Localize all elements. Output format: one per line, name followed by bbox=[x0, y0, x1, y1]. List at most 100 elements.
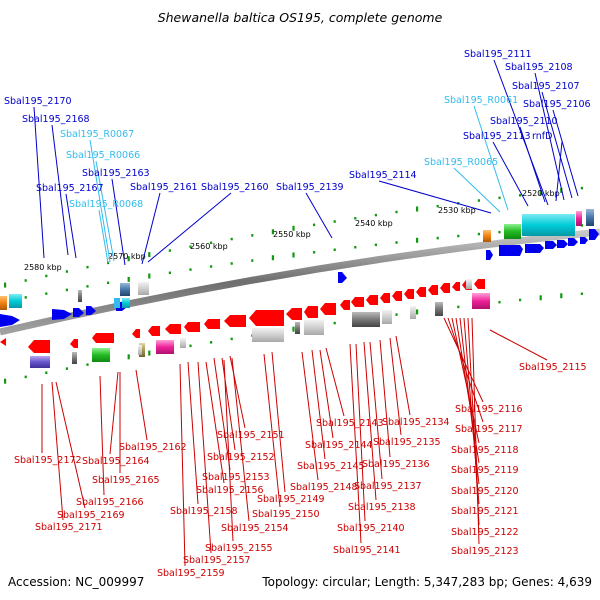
tick-mark bbox=[86, 285, 89, 288]
leader-line bbox=[213, 357, 231, 471]
gene-label-top: Sbal195_R0061 bbox=[444, 95, 518, 106]
gene-label-bottom: Sbal195_2172 bbox=[14, 455, 82, 466]
feature-box bbox=[410, 306, 416, 319]
gene-label-bottom: Sbal195_2169 bbox=[57, 510, 125, 521]
scale-label-2550: 2550 kbp bbox=[273, 230, 311, 239]
feature-box bbox=[252, 328, 284, 342]
feature-box bbox=[483, 230, 491, 242]
tick-mark bbox=[313, 223, 316, 227]
gene-label-bottom: Sbal195_2141 bbox=[333, 545, 401, 556]
tick-mark bbox=[127, 354, 130, 360]
tick-mark bbox=[127, 256, 130, 262]
leader-line bbox=[95, 160, 115, 262]
tick-mark bbox=[477, 199, 480, 202]
map-title: Shewanella baltica OS195, complete genom… bbox=[158, 10, 443, 25]
gene-label-bottom: Sbal195_2156 bbox=[196, 485, 264, 496]
feature-box bbox=[138, 282, 149, 295]
leader-line bbox=[141, 192, 161, 265]
leader-line bbox=[395, 335, 411, 416]
reverse-gene-arrow bbox=[0, 279, 485, 353]
tick-mark bbox=[107, 281, 110, 285]
leader-line bbox=[552, 109, 579, 197]
tick-mark bbox=[86, 265, 89, 269]
gene-label-top: Sbal195_2160 bbox=[201, 182, 269, 193]
feature-box bbox=[122, 298, 130, 308]
tick-mark bbox=[65, 367, 68, 370]
tick-mark bbox=[333, 248, 336, 251]
gene-label-bottom: Sbal195_2164 bbox=[82, 456, 150, 467]
feature-box bbox=[295, 322, 300, 334]
gene-label-bottom: Sbal195_2134 bbox=[382, 417, 450, 428]
leader-line bbox=[555, 141, 563, 202]
tick-mark bbox=[148, 350, 151, 356]
tick-mark bbox=[65, 288, 68, 292]
scale-label-2530: 2530 kbp bbox=[438, 206, 476, 215]
feature-box bbox=[382, 310, 392, 324]
gene-label-bottom: Sbal195_2121 bbox=[451, 506, 519, 517]
gene-label-bottom: Sbal195_2166 bbox=[76, 497, 144, 508]
tick-mark bbox=[45, 274, 48, 278]
tick-mark bbox=[292, 252, 295, 258]
tick-mark bbox=[395, 210, 398, 214]
leader-line bbox=[369, 341, 383, 480]
tick-mark bbox=[45, 371, 48, 374]
leader-line bbox=[135, 369, 148, 441]
topology-info: Topology: circular; Length: 5,347,283 bp… bbox=[261, 575, 592, 589]
feature-box bbox=[78, 290, 82, 302]
leader-line bbox=[179, 363, 186, 567]
gene-label-bottom: Sbal195_2144 bbox=[305, 440, 373, 451]
feature-box bbox=[9, 294, 22, 308]
leader-line bbox=[99, 375, 105, 496]
bottom-leader-lines bbox=[41, 317, 548, 567]
feature-box bbox=[72, 352, 77, 364]
tick-mark bbox=[333, 220, 336, 223]
gene-label-bottom: Sbal195_2137 bbox=[354, 481, 422, 492]
gene-label-bottom: Sbal195_2118 bbox=[451, 445, 519, 456]
leader-line bbox=[443, 317, 484, 403]
gene-label-bottom: Sbal195_2122 bbox=[451, 527, 519, 538]
tick-mark bbox=[519, 298, 522, 302]
gene-label-top: Sbal195_R0067 bbox=[60, 129, 134, 140]
leader-line bbox=[534, 72, 565, 201]
tick-mark bbox=[539, 295, 542, 301]
gene-label-bottom: Sbal195_2123 bbox=[451, 546, 519, 557]
leader-line bbox=[147, 192, 232, 263]
tick-mark bbox=[189, 245, 192, 248]
feature-box bbox=[466, 279, 472, 289]
leader-line bbox=[197, 361, 212, 554]
gene-label-top: Sbal195_2139 bbox=[276, 182, 344, 193]
tick-mark bbox=[457, 305, 460, 309]
tick-mark bbox=[539, 190, 542, 196]
tick-mark bbox=[416, 309, 419, 315]
leader-line bbox=[89, 139, 111, 263]
feature-box bbox=[435, 302, 443, 316]
tick-mark bbox=[168, 249, 171, 252]
gene-label-bottom: Sbal195_2149 bbox=[257, 494, 325, 505]
feature-box bbox=[92, 348, 110, 362]
tick-mark bbox=[148, 273, 151, 279]
tick-mark bbox=[189, 344, 192, 348]
leader-line bbox=[455, 317, 480, 464]
leader-line bbox=[489, 329, 548, 361]
gene-label-top: Sbal195_2111 bbox=[464, 49, 532, 60]
feature-box bbox=[0, 296, 7, 310]
bottom-labels: Sbal195_2115 Sbal195_2116 Sbal195_2117 Sbal… bbox=[14, 362, 587, 579]
leader-line bbox=[301, 351, 319, 481]
leader-line bbox=[471, 317, 480, 545]
gene-label-top: Sbal195_2114 bbox=[349, 170, 417, 181]
leader-line bbox=[492, 141, 529, 207]
tick-mark bbox=[189, 268, 192, 271]
tick-mark bbox=[498, 196, 501, 200]
tick-mark bbox=[230, 337, 233, 341]
leader-line bbox=[493, 59, 549, 206]
tick-mark bbox=[436, 236, 439, 240]
tick-mark bbox=[560, 293, 563, 299]
leader-line bbox=[519, 126, 546, 203]
gene-label-bottom: Sbal195_2158 bbox=[170, 506, 238, 517]
leader-line bbox=[319, 349, 334, 439]
feature-box bbox=[586, 209, 594, 226]
reverse-features bbox=[0, 279, 490, 368]
top-leader-lines bbox=[33, 59, 579, 266]
leader-line bbox=[305, 192, 333, 239]
